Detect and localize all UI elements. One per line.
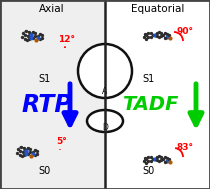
Text: TADF: TADF bbox=[122, 95, 178, 115]
Text: A: A bbox=[102, 88, 108, 97]
Circle shape bbox=[78, 44, 132, 98]
Text: 83°: 83° bbox=[176, 143, 193, 153]
Text: 90°: 90° bbox=[176, 28, 193, 36]
Bar bbox=[0, 0, 105, 189]
Text: S0: S0 bbox=[38, 166, 50, 176]
Text: S0: S0 bbox=[142, 166, 154, 176]
Ellipse shape bbox=[87, 110, 123, 132]
Text: S1: S1 bbox=[38, 74, 50, 84]
Text: Axial: Axial bbox=[39, 4, 65, 14]
Text: Equatorial: Equatorial bbox=[131, 4, 185, 14]
Text: 12°: 12° bbox=[59, 36, 76, 44]
Text: S1: S1 bbox=[142, 74, 154, 84]
Text: RTP: RTP bbox=[22, 93, 73, 117]
Text: 5°: 5° bbox=[57, 138, 67, 146]
Bar bbox=[105, 0, 210, 189]
Text: D: D bbox=[102, 123, 108, 132]
